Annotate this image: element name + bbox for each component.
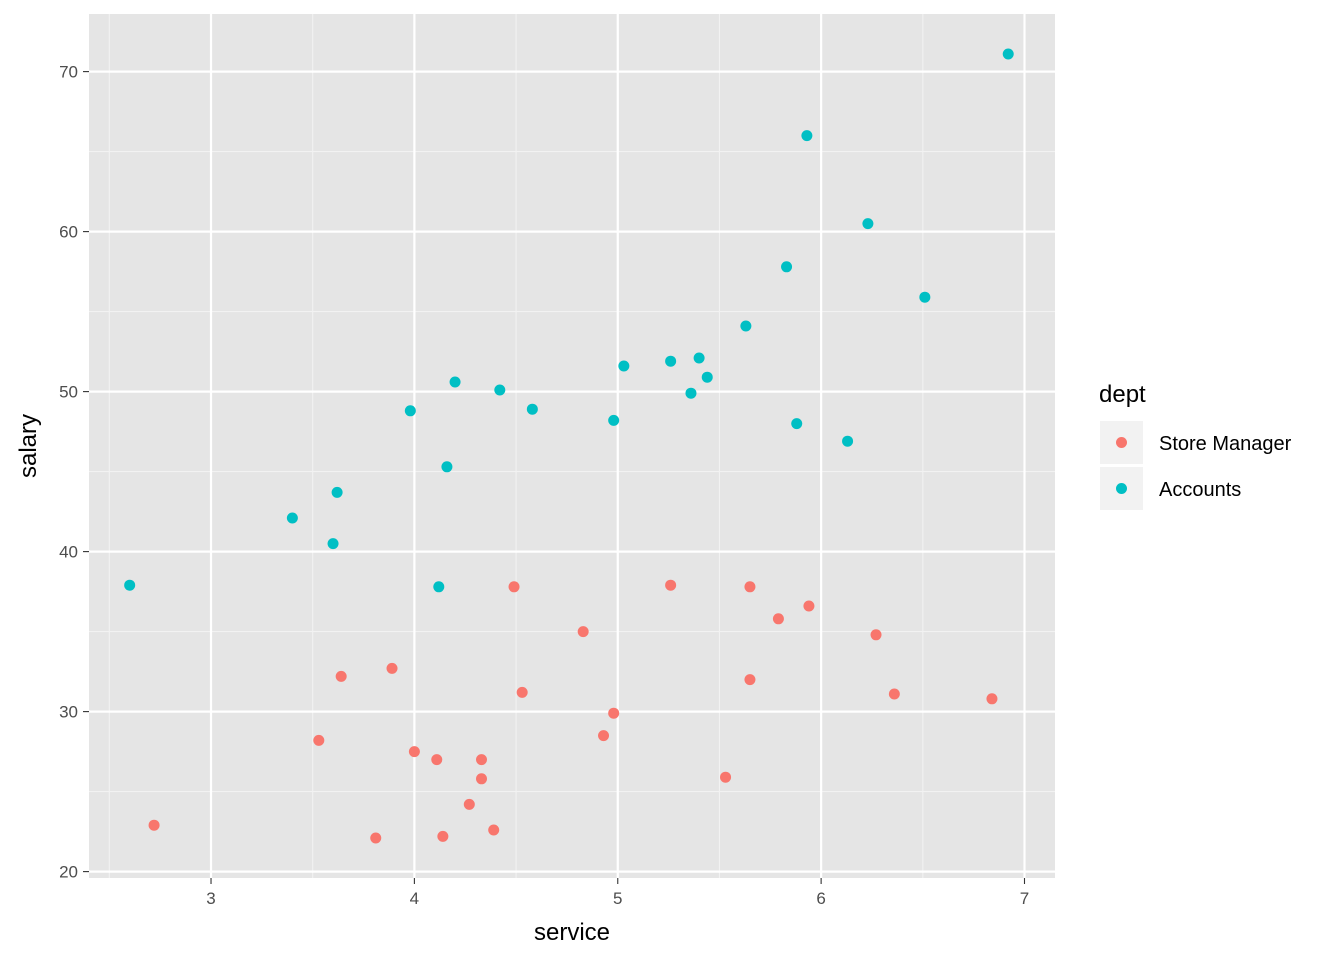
point-store-manager: [870, 629, 882, 641]
point-accounts: [286, 512, 298, 524]
y-axis: 20 30 40 50 60 70: [59, 63, 89, 882]
plot-panel: [89, 14, 1055, 878]
point-accounts: [526, 403, 538, 415]
x-tick-label: 4: [410, 889, 419, 908]
point-store-manager: [148, 819, 160, 831]
point-accounts: [701, 371, 713, 383]
legend-title: dept: [1099, 381, 1146, 408]
y-tick-label: 20: [59, 863, 78, 882]
legend-label-accounts: Accounts: [1159, 479, 1241, 501]
point-accounts: [781, 261, 793, 273]
point-accounts: [685, 387, 697, 399]
legend-marker-store-manager: [1116, 437, 1127, 448]
x-tick-label: 3: [206, 889, 215, 908]
y-tick-label: 40: [59, 543, 78, 562]
point-accounts: [449, 376, 461, 388]
point-store-manager: [665, 579, 677, 591]
legend-marker-accounts: [1116, 483, 1127, 494]
point-store-manager: [516, 686, 528, 698]
point-store-manager: [313, 734, 325, 746]
point-store-manager: [488, 824, 500, 836]
point-store-manager: [772, 613, 784, 625]
point-store-manager: [744, 674, 756, 686]
point-accounts: [331, 486, 343, 498]
point-accounts: [327, 538, 339, 550]
point-accounts: [433, 581, 445, 593]
point-store-manager: [431, 754, 443, 766]
y-tick-label: 50: [59, 383, 78, 402]
major-grid: [89, 14, 1055, 878]
point-accounts: [494, 384, 506, 396]
point-store-manager: [437, 830, 449, 842]
point-accounts: [862, 218, 874, 230]
point-accounts: [608, 414, 620, 426]
point-store-manager: [608, 707, 620, 719]
legend: dept Store Manager Accounts: [1099, 381, 1292, 510]
point-store-manager: [888, 688, 900, 700]
point-store-manager: [598, 730, 610, 742]
x-tick-label: 5: [613, 889, 622, 908]
point-accounts: [801, 130, 813, 142]
x-tick-label: 6: [816, 889, 825, 908]
point-store-manager: [335, 670, 347, 682]
legend-label-store-manager: Store Manager: [1159, 433, 1292, 455]
point-accounts: [1002, 48, 1014, 60]
point-accounts: [618, 360, 630, 372]
point-accounts: [124, 579, 136, 591]
point-store-manager: [476, 754, 488, 766]
point-store-manager: [986, 693, 998, 705]
point-accounts: [693, 352, 705, 364]
minor-grid: [89, 14, 1055, 878]
point-store-manager: [803, 600, 815, 612]
point-store-manager: [463, 798, 475, 810]
y-axis-title: salary: [15, 414, 42, 478]
point-accounts: [740, 320, 752, 332]
x-tick-label: 7: [1020, 889, 1029, 908]
point-store-manager: [744, 581, 756, 593]
point-accounts: [665, 355, 677, 367]
x-axis: 3 4 5 6 7: [206, 878, 1029, 908]
point-accounts: [441, 461, 453, 473]
point-accounts: [842, 435, 854, 447]
point-store-manager: [386, 662, 398, 674]
point-store-manager: [370, 832, 382, 844]
y-tick-label: 70: [59, 63, 78, 82]
x-axis-title: service: [534, 919, 610, 946]
y-tick-label: 60: [59, 223, 78, 242]
point-store-manager: [408, 746, 420, 758]
point-store-manager: [720, 771, 732, 783]
point-store-manager: [508, 581, 520, 593]
point-accounts: [919, 291, 931, 303]
point-store-manager: [577, 626, 589, 638]
point-accounts: [404, 405, 416, 417]
y-tick-label: 30: [59, 703, 78, 722]
point-accounts: [791, 418, 803, 430]
data-points: [124, 48, 1014, 844]
point-store-manager: [476, 773, 488, 785]
